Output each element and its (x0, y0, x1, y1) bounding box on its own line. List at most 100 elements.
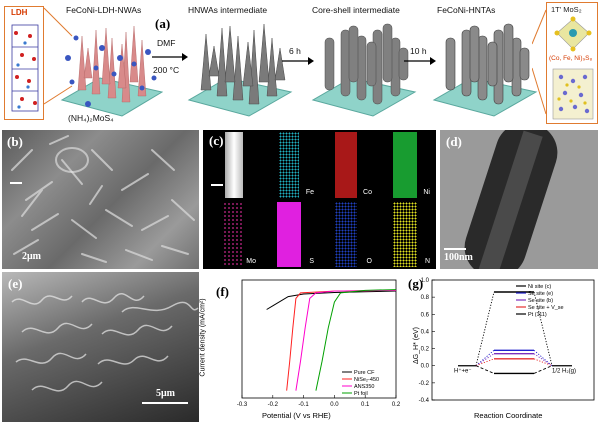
nanowire-texture (11, 135, 195, 263)
structure-box: 1T' MoS₂ (Co, Fe, Ni)₉S₈ (546, 2, 598, 124)
f-series-line (266, 290, 397, 310)
arrow3-icon (404, 57, 436, 65)
scalebar-d (444, 248, 466, 250)
chart-g-svg: 1.0 0.8 0.6 0.4 0.2 0.0 -0.2 -0.4 H⁺+e⁻ 1/2 H₂(g)… (419, 278, 595, 404)
mos2-structure-icon (554, 16, 592, 52)
g-connector-right (533, 349, 553, 367)
panel-e-sem-image: (e) 5μm (2, 272, 199, 422)
eds-label-o: O (366, 258, 372, 265)
panel-d-tem-image: (d) 100nm (440, 130, 598, 269)
g-connector-left (475, 353, 495, 367)
scalebar-b (10, 182, 22, 184)
mos2-label: 1T' MoS₂ (551, 5, 582, 14)
arrow1-icon (152, 53, 188, 61)
g-legend-label: Se site + V_se (528, 305, 564, 311)
g-connector-left (475, 349, 495, 367)
g-ytick-label: 0.4 (421, 329, 430, 335)
eds-map-co: Co (321, 132, 375, 198)
eds-label-ni: Ni (423, 189, 430, 196)
g-ytick-label: 1.0 (421, 278, 430, 284)
g-legend-label: Pt (111) (528, 312, 547, 318)
g-ytick-label: 0.0 (421, 364, 430, 370)
panel-f-lsv-chart: (f) Current density (mA/cm²) -0.3 -0.2 -0.… (200, 272, 400, 422)
f-xlabel: Potential (V vs RHE) (262, 411, 331, 420)
g-connector-right (533, 365, 553, 374)
arrow2-icon (282, 57, 314, 65)
panel-e-letter: (e) (8, 276, 23, 291)
panel-c-letter: (c) (209, 133, 224, 148)
zoom-lines (44, 7, 73, 105)
stage4-nanotube-array (432, 23, 538, 117)
g-connector-left (475, 358, 495, 367)
scalebar-e (142, 402, 188, 404)
g-left-state-label: H⁺+e⁻ (454, 368, 472, 375)
reagent-label: (NH₄)₂MoS₄ (68, 113, 114, 123)
g-plot-frame (431, 279, 595, 401)
flake-texture (11, 293, 199, 392)
stem-rod (225, 132, 243, 198)
panel-g-free-energy-chart: (g) ΔG_H* (eV) 1.0 0.8 0.6 0.4 0.2 0.0 -0.2 -0.… (404, 272, 598, 422)
scalebar-b-label: 2μm (22, 251, 41, 262)
g-ytick-label: 0.6 (421, 312, 430, 318)
stage3-nanotube-array (311, 23, 417, 117)
f-legend-label: Pure CF (354, 370, 375, 376)
panel-b-letter: (b) (7, 134, 23, 149)
g-connector-right (533, 353, 553, 367)
panel-d-letter: (d) (446, 134, 462, 149)
chart-f-svg: -0.3 -0.2 -0.1 0.0 0.1 0.2 Pure CFNiSe₂-450ANS… (237, 279, 400, 408)
f-legend-label: ANS350 (354, 384, 375, 390)
arrow1-top-label: DMF (157, 38, 176, 48)
f-series-line (315, 289, 397, 391)
panel-f-letter: (f) (216, 284, 229, 299)
panel-a-letter: (a) (155, 16, 171, 31)
g-legend-label: Ni site (c) (528, 284, 551, 290)
eds-label-s: S (309, 258, 314, 265)
arrow3-label: 10 h (410, 46, 427, 56)
g-legend-label: Se site (e) (528, 291, 553, 297)
ldh-crystal-icon (11, 24, 39, 112)
eds-label-fe: Fe (305, 189, 314, 196)
f-xtick-label: -0.1 (298, 402, 309, 408)
stage-label-3: Core-shell intermediate (312, 5, 400, 15)
f-xtick-label: 0.2 (392, 402, 400, 408)
pentlandite-label: (Co, Fe, Ni)₉S₈ (549, 55, 593, 62)
f-plot-frame (241, 279, 397, 399)
stage-label-2: HNWAs intermediate (188, 5, 268, 15)
f-legend-label: Pt foil (354, 391, 368, 397)
panel-b-sem-image: (b) 2μm (2, 130, 199, 269)
stage-label-4: FeCoNi-HNTAs (437, 5, 496, 15)
stage2-nanowire-array (187, 23, 293, 117)
f-xtick-label: 0.1 (361, 402, 370, 408)
ldh-crystal-box: LDH (4, 6, 44, 120)
g-legend-label: Se site (b) (528, 298, 553, 304)
eds-map-o: O (321, 202, 375, 267)
g-ytick-label: 0.8 (421, 295, 430, 301)
g-right-state-label: 1/2 H₂(g) (552, 369, 576, 375)
f-xtick-label: -0.3 (237, 402, 248, 408)
stage1-nanowire-array (60, 25, 163, 117)
eds-label-n: N (424, 258, 430, 265)
g-xlabel: Reaction Coordinate (474, 411, 543, 420)
arrow2-label: 6 h (289, 46, 301, 56)
zoom-lines-right (532, 9, 547, 115)
g-connector-left (475, 365, 495, 374)
f-legend-label: NiSe₂-450 (354, 377, 379, 383)
g-connector-left (475, 291, 495, 366)
g-ytick-label: -0.2 (419, 381, 430, 387)
arrow1-bottom-label: 200 °C (153, 65, 180, 75)
f-series-line (295, 289, 397, 391)
panel-a: LDH FeCoNi-LDH-NWAs HNWAs intermediate C… (0, 0, 600, 128)
eds-map-stem (207, 132, 259, 198)
eds-map-ni: Ni (379, 132, 433, 198)
f-xtick-label: -0.2 (268, 402, 279, 408)
g-ytick-label: -0.4 (419, 398, 430, 404)
scalebar-c (211, 184, 223, 186)
scalebar-d-label: 100nm (444, 252, 473, 263)
g-connector-right (533, 358, 553, 367)
stage-label-1: FeCoNi-LDH-NWAs (66, 5, 142, 15)
eds-label-co: Co (363, 189, 372, 196)
eds-map-mo: Mo (207, 202, 259, 267)
eds-map-fe: Fe (263, 132, 317, 198)
g-ytick-label: 0.2 (421, 347, 430, 353)
f-xtick-label: 0.0 (330, 402, 339, 408)
